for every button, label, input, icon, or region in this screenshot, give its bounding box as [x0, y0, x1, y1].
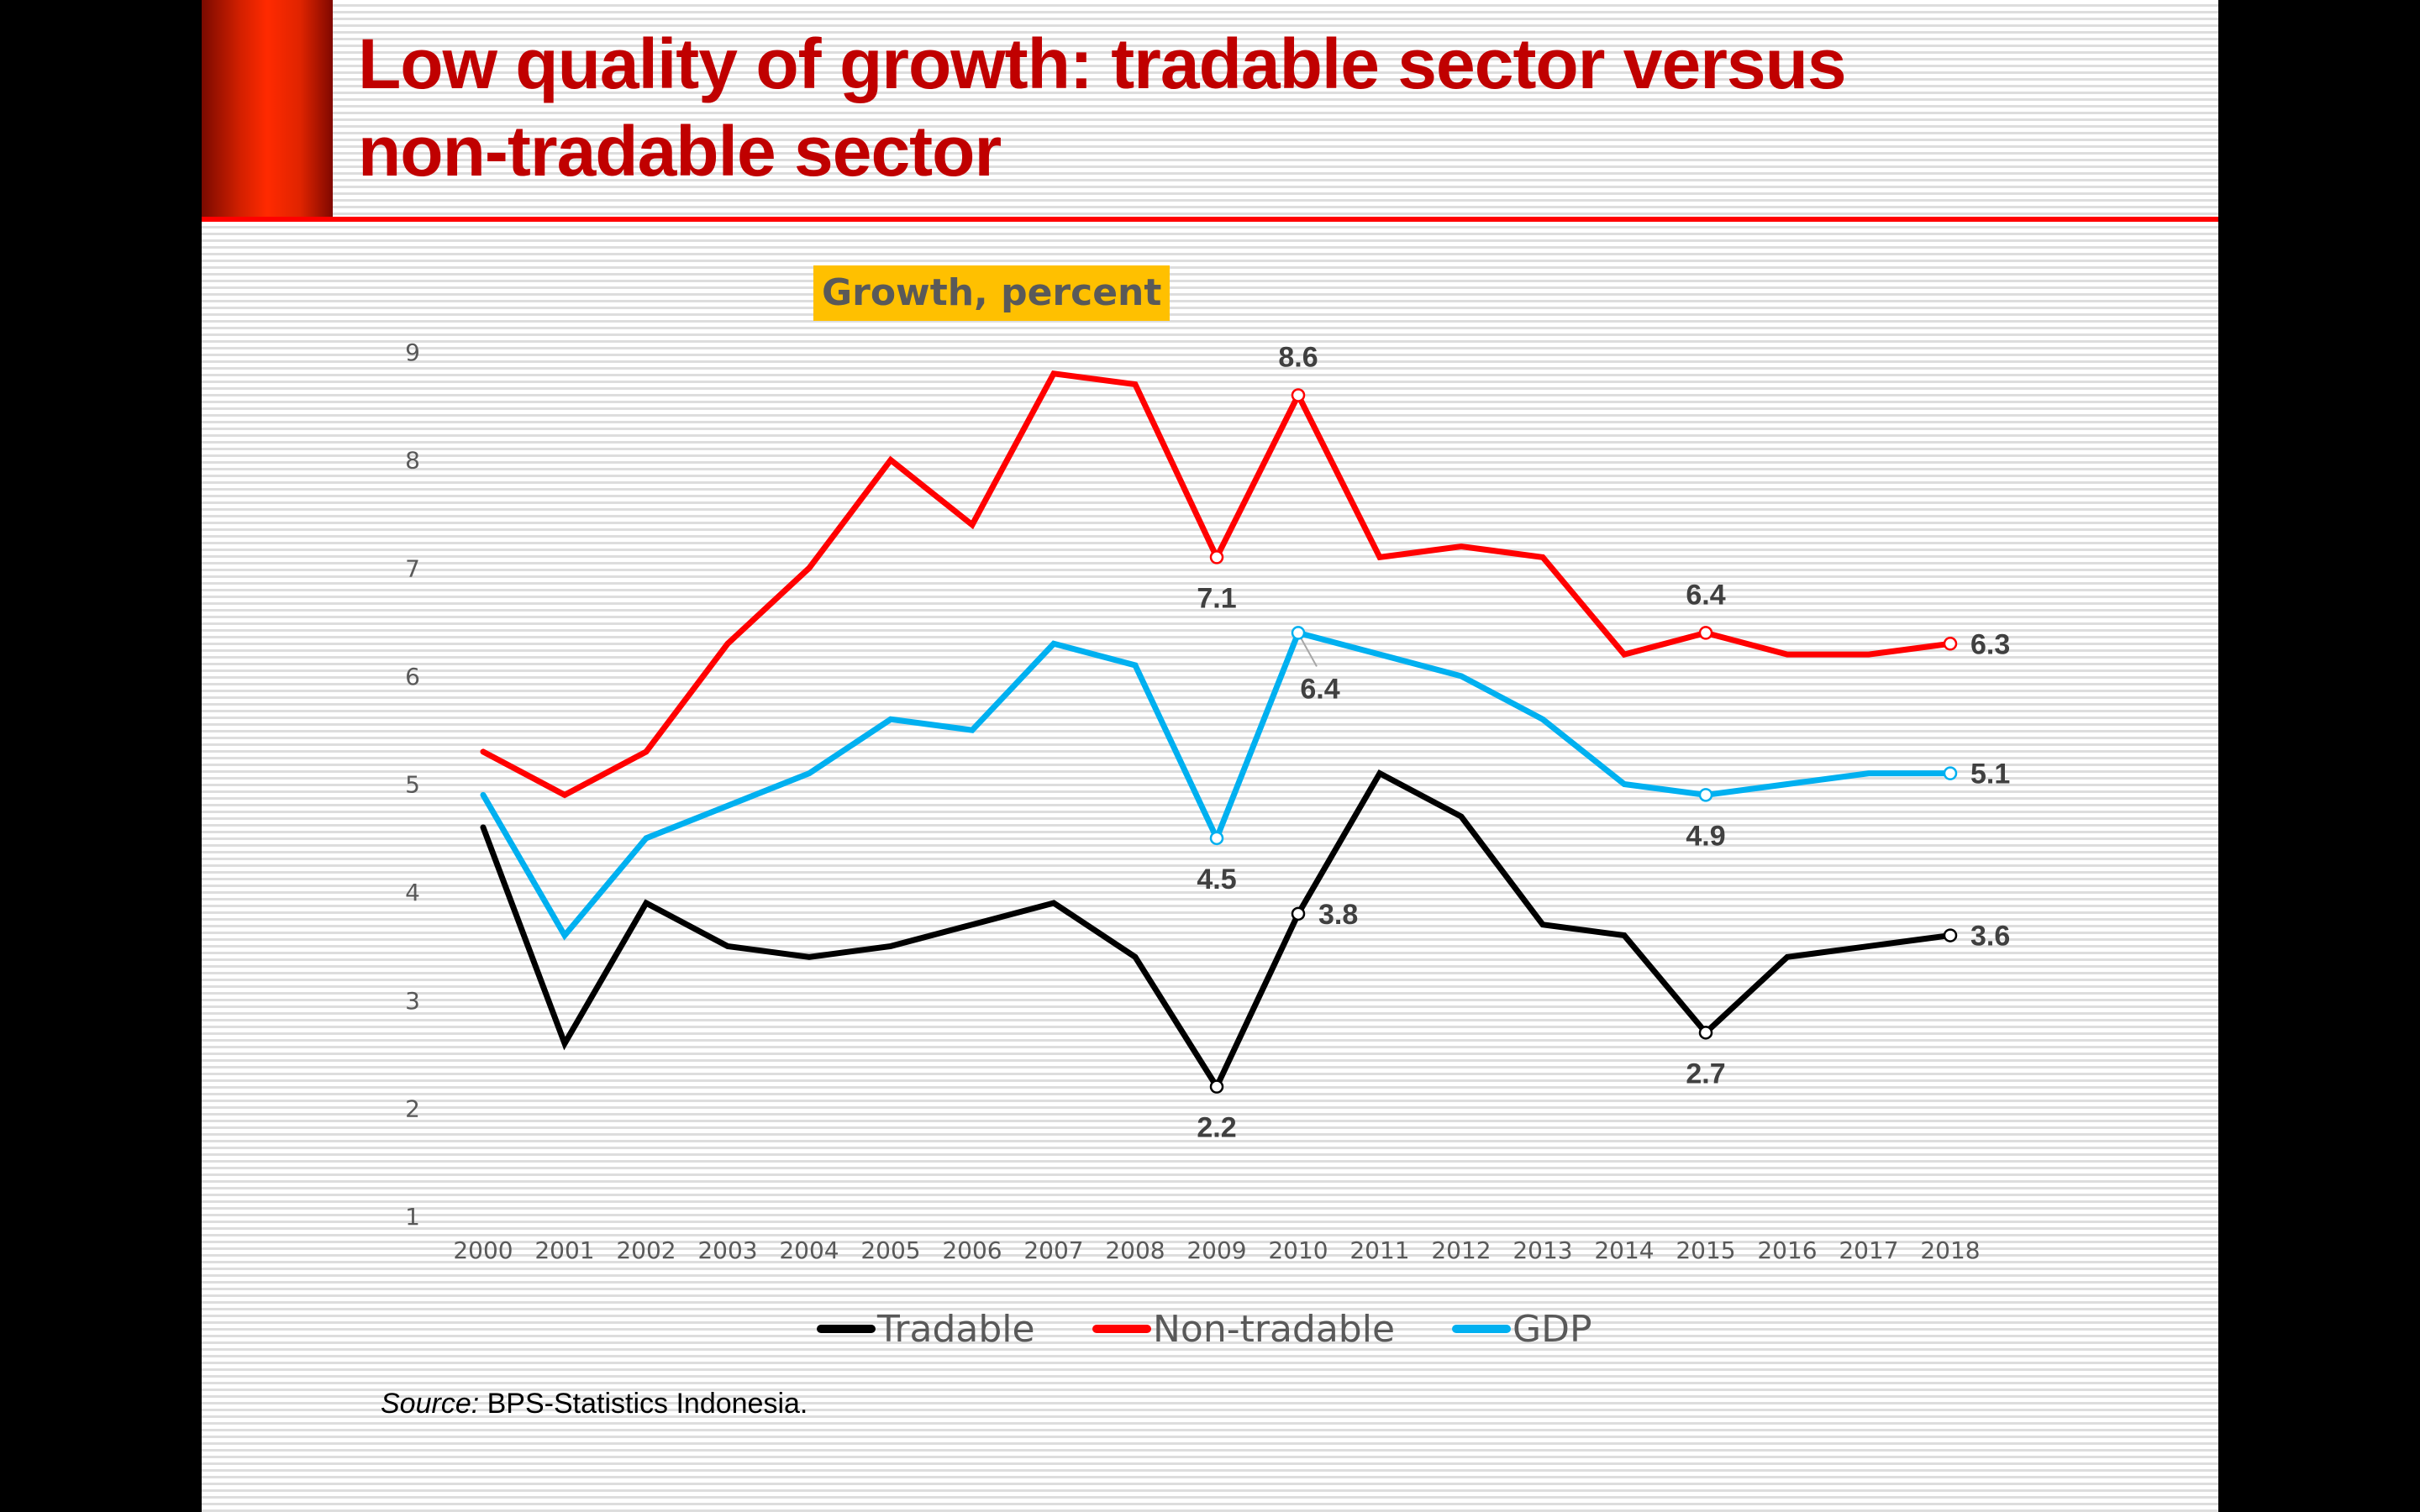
data-label-non-tradable: 6.4 [1686, 579, 1725, 611]
x-tick-label: 2005 [860, 1236, 920, 1264]
data-markers [1209, 388, 1958, 1094]
x-tick-label: 2017 [1839, 1236, 1898, 1264]
data-marker-tradable [1291, 906, 1306, 921]
x-tick-label: 2001 [534, 1236, 594, 1264]
x-tick-label: 2008 [1105, 1236, 1165, 1264]
y-tick-label: 8 [405, 447, 420, 475]
data-label-tradable: 2.7 [1686, 1058, 1725, 1089]
x-tick-label: 2004 [779, 1236, 839, 1264]
source-text: BPS-Statistics Indonesia. [479, 1388, 808, 1420]
legend-swatch-gdp [1452, 1325, 1511, 1333]
x-tick-label: 2012 [1431, 1236, 1491, 1264]
data-marker-gdp [1209, 831, 1224, 846]
x-tick-label: 2003 [697, 1236, 757, 1264]
legend-item-gdp[interactable]: GDP [1452, 1304, 1592, 1354]
data-marker-gdp [1698, 788, 1713, 802]
y-axis: 1 2 3 4 5 6 7 8 9 [405, 339, 420, 1231]
data-marker-non-tradable [1291, 388, 1306, 402]
chart-title: Growth, percent [813, 265, 1171, 321]
data-label-tradable: 3.6 [1970, 921, 2010, 953]
title-divider [202, 217, 2218, 222]
y-tick-label: 2 [405, 1095, 420, 1122]
slide: Low quality of growth: tradable sector v… [202, 0, 2218, 1512]
legend-item-tradable[interactable]: Tradable [817, 1304, 1035, 1354]
x-tick-label: 2007 [1023, 1236, 1083, 1264]
data-label-gdp: 4.5 [1197, 864, 1236, 895]
y-tick-label: 3 [405, 987, 420, 1015]
data-marker-tradable [1698, 1026, 1713, 1040]
data-label-gdp: 6.4 [1300, 673, 1339, 705]
series-line-tradable [480, 769, 1954, 1093]
x-tick-label: 2006 [942, 1236, 1002, 1264]
data-label-non-tradable: 8.6 [1278, 341, 1318, 373]
y-tick-label: 4 [405, 879, 420, 906]
slide-title-line-1: Low quality of growth: tradable sector v… [358, 24, 1847, 103]
legend-item-non-tradable[interactable]: Non-tradable [1092, 1304, 1395, 1354]
x-tick-label: 2010 [1268, 1236, 1328, 1264]
legend-swatch-tradable [817, 1325, 876, 1333]
x-axis: 2000 2001 2002 2003 2004 2005 2006 2007 2008 2009… [453, 1236, 1980, 1264]
data-marker-tradable [1943, 928, 1958, 942]
series-lines [480, 370, 1954, 1093]
data-label-tradable: 2.2 [1197, 1112, 1236, 1144]
source-label: Source: [381, 1388, 480, 1420]
legend-swatch-non-tradable [1092, 1325, 1151, 1333]
y-tick-label: 9 [405, 339, 420, 366]
legend: Tradable Non-tradable GDP [0, 1304, 2420, 1354]
legend-label-tradable: Tradable [877, 1307, 1035, 1351]
data-labels: 2.2 3.8 2.7 3.6 7.1 8.6 6.4 6.3 4.5 6.4 4.9 5.1 [1197, 341, 2010, 1143]
data-marker-non-tradable [1209, 550, 1224, 564]
x-tick-label: 2000 [453, 1236, 513, 1264]
x-tick-label: 2009 [1186, 1236, 1246, 1264]
data-label-tradable: 3.8 [1318, 899, 1358, 931]
leader-line [1299, 635, 1318, 667]
data-marker-non-tradable [1943, 637, 1958, 651]
slide-title: Low quality of growth: tradable sector v… [358, 20, 2190, 195]
y-tick-label: 7 [405, 554, 420, 582]
x-tick-label: 2002 [616, 1236, 676, 1264]
data-marker-non-tradable [1698, 626, 1713, 640]
data-label-gdp: 5.1 [1970, 759, 2010, 790]
x-tick-label: 2011 [1349, 1236, 1409, 1264]
legend-label-non-tradable: Non-tradable [1153, 1307, 1396, 1351]
data-label-gdp: 4.9 [1686, 820, 1725, 852]
data-marker-gdp [1943, 766, 1958, 780]
y-tick-label: 1 [405, 1203, 420, 1231]
source-note: Source: BPS-Statistics Indonesia. [381, 1388, 808, 1420]
data-label-non-tradable: 7.1 [1197, 582, 1236, 614]
accent-bar [202, 0, 333, 218]
data-marker-tradable [1209, 1079, 1224, 1094]
leader-lines [1299, 635, 1318, 667]
data-label-non-tradable: 6.3 [1970, 628, 2010, 660]
x-tick-label: 2014 [1594, 1236, 1654, 1264]
x-tick-label: 2013 [1512, 1236, 1572, 1264]
x-tick-label: 2018 [1920, 1236, 1980, 1264]
x-tick-label: 2015 [1676, 1236, 1735, 1264]
y-tick-label: 5 [405, 771, 420, 799]
slide-title-line-2: non-tradable sector [358, 112, 1002, 191]
data-marker-gdp [1291, 626, 1306, 640]
x-tick-label: 2016 [1757, 1236, 1817, 1264]
y-tick-label: 6 [405, 663, 420, 690]
legend-label-gdp: GDP [1512, 1307, 1592, 1351]
